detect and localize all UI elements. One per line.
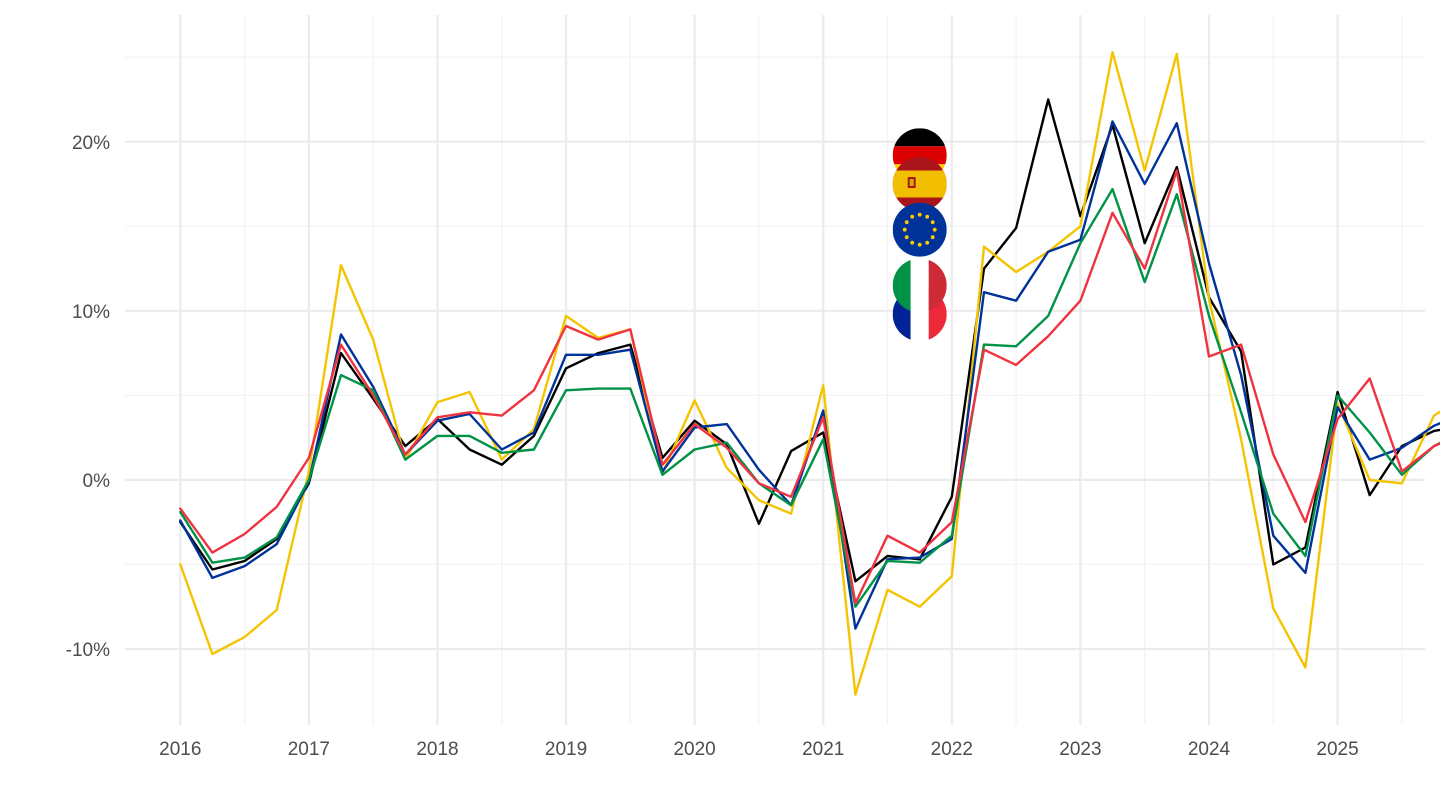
y-tick-label: -10% — [66, 640, 110, 661]
series-line-france — [179, 169, 1440, 605]
grid — [125, 15, 1425, 725]
x-tick-label: 2018 — [416, 739, 458, 760]
flag-markers — [892, 128, 947, 342]
x-tick-label: 2022 — [931, 739, 973, 760]
x-tick-label: 2021 — [802, 739, 844, 760]
flag-italy — [892, 258, 947, 313]
flag-euro-area — [892, 202, 947, 257]
series-line-spain — [179, 51, 1440, 696]
flag-spain — [892, 157, 947, 211]
x-tick-label: 2020 — [673, 739, 715, 760]
y-tick-label: 20% — [72, 133, 110, 154]
x-tick-label: 2025 — [1316, 739, 1358, 760]
series-line-germany — [179, 98, 1440, 583]
y-tick-label: 0% — [83, 471, 111, 492]
series-lines — [179, 51, 1440, 696]
x-tick-label: 2024 — [1188, 739, 1231, 760]
series-line-italy — [179, 187, 1440, 608]
x-tick-label: 2019 — [545, 739, 587, 760]
x-tick-label: 2023 — [1059, 739, 1101, 760]
y-tick-label: 10% — [72, 302, 110, 323]
x-tick-label: 2016 — [159, 739, 201, 760]
axis-labels: 2016 2017 2018 2019 2020 2021 2022 2023 2024 2025… — [66, 133, 1359, 760]
x-tick-label: 2017 — [288, 739, 330, 760]
